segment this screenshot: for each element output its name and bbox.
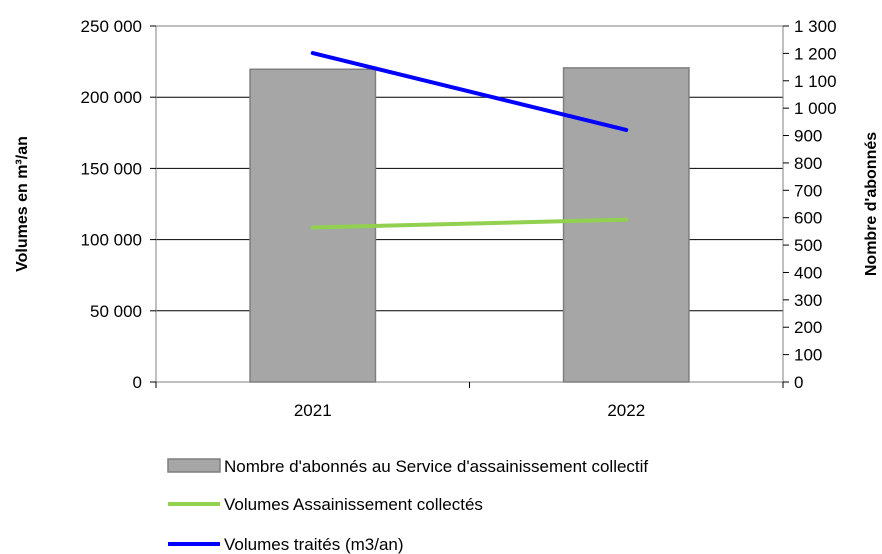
left-tick-label: 50 000 [90,302,142,321]
right-tick-label: 0 [794,373,803,392]
right-tick-label: 700 [794,181,822,200]
left-axis-title: Volumes en m³/an [14,136,31,272]
right-tick-label: 600 [794,209,822,228]
x-tick-label: 2021 [294,401,332,420]
left-tick-label: 100 000 [81,231,142,250]
line-series-2 [310,51,629,132]
plot-area [155,25,784,383]
lines [310,51,629,230]
right-tick-label: 100 [794,346,822,365]
right-tick-label: 1 200 [794,44,837,63]
right-tick-label: 500 [794,236,822,255]
right-tick-label: 200 [794,318,822,337]
legend-label: Nombre d'abonnés au Service d'assainisse… [224,457,648,476]
x-tick-label: 2022 [607,401,645,420]
right-tick-label: 800 [794,154,822,173]
legend: Nombre d'abonnés au Service d'assainisse… [167,457,648,554]
line-series-1 [310,217,629,230]
left-axis-ticks: 0 50 000 100 000 150 000 200 000 250 000 [81,17,156,392]
x-axis-ticks: 2021 2022 [155,382,784,420]
right-tick-label: 400 [794,263,822,282]
legend-label: Volumes Assainissement collectés [224,495,483,514]
right-tick-label: 1 100 [794,72,837,91]
legend-swatch-bar [167,458,221,473]
right-axis-title: Nombre d'abonnés [863,132,880,276]
left-tick-label: 0 [133,373,142,392]
right-tick-label: 1 300 [794,17,837,36]
right-tick-label: 300 [794,291,822,310]
bar-abonnes [562,67,690,383]
legend-label: Volumes traités (m3/an) [224,535,404,554]
left-tick-label: 200 000 [81,88,142,107]
right-axis-ticks: 0 100 200 300 400 500 600 700 800 900 1 000 1 100 1 … [783,17,837,392]
right-tick-label: 1 000 [794,99,837,118]
right-tick-label: 900 [794,127,822,146]
left-tick-label: 150 000 [81,159,142,178]
left-tick-label: 250 000 [81,17,142,36]
